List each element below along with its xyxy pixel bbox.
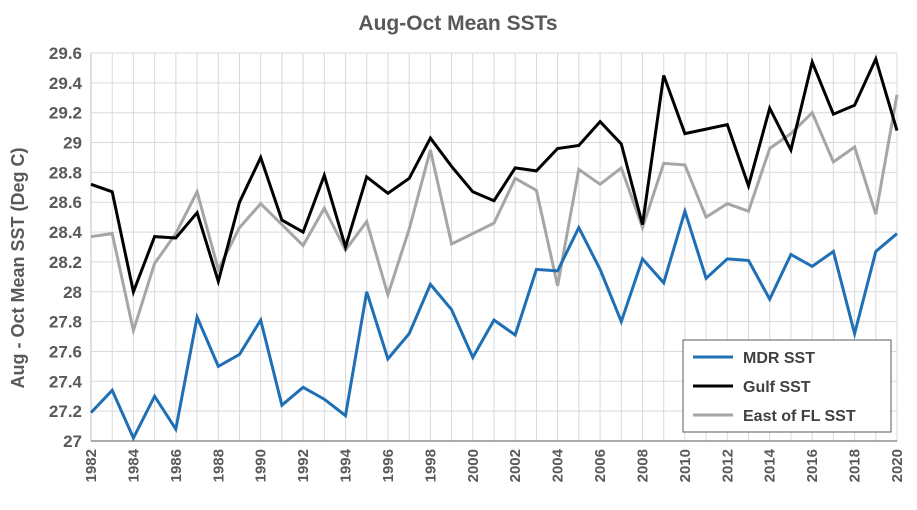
x-tick-label: 2020	[889, 449, 906, 482]
y-axis-label: Aug - Oct Mean SST (Deg C)	[8, 147, 28, 388]
x-tick-label: 2008	[634, 449, 651, 482]
x-tick-label: 2010	[677, 449, 694, 482]
y-tick-label: 28.4	[49, 223, 83, 242]
series-lines	[89, 54, 899, 442]
y-tick-label: 29	[63, 134, 82, 153]
chart-title: Aug-Oct Mean SSTs	[358, 12, 557, 35]
legend: MDR SST Gulf SST East of FL SST	[682, 339, 892, 433]
y-tick-labels: 27 27.2 27.4 27.6 27.8 28 28.2 28.4 28.6 28.8 29 29…	[49, 44, 83, 451]
y-tick-label: 27.6	[49, 342, 82, 361]
y-tick-label: 28.6	[49, 193, 82, 212]
series-line-mdr-sst	[89, 206, 898, 442]
y-tick-label: 29.2	[49, 104, 82, 123]
x-tick-label: 1982	[83, 449, 100, 482]
x-tick-label: 1986	[168, 449, 185, 482]
x-tick-label: 1984	[125, 448, 142, 482]
x-tick-label: 2002	[507, 449, 524, 482]
series-line-gulf-sst	[90, 54, 899, 298]
x-tick-label: 1994	[338, 448, 355, 482]
x-tick-label: 2012	[719, 449, 736, 482]
y-tick-label: 28.8	[49, 163, 82, 182]
x-tick-label: 1996	[380, 449, 397, 482]
x-tick-label: 1988	[210, 449, 227, 482]
x-tick-label: 2006	[592, 449, 609, 482]
legend-label: MDR SST	[743, 350, 815, 367]
x-tick-label: 2014	[762, 448, 779, 482]
legend-label: East of FL SST	[743, 408, 856, 425]
y-tick-label: 28.2	[49, 253, 82, 272]
y-tick-label: 29.4	[49, 74, 83, 93]
y-tick-label: 28	[63, 283, 82, 302]
y-tick-label: 27.2	[49, 402, 82, 421]
y-tick-label: 27.8	[49, 313, 82, 332]
x-tick-label: 1990	[253, 449, 270, 482]
y-tick-label: 29.6	[49, 44, 82, 63]
x-tick-label: 1998	[422, 449, 439, 482]
x-tick-label: 2016	[804, 449, 821, 482]
x-tick-labels: 1982 1984 1986 1988 1990 1992 1994 1996 1998 2000…	[83, 448, 906, 482]
x-tick-label: 2018	[847, 449, 864, 482]
x-tick-label: 2000	[465, 449, 482, 482]
axes	[90, 53, 897, 442]
y-tick-label: 27	[63, 432, 82, 451]
x-tick-label: 1992	[295, 449, 312, 482]
legend-label: Gulf SST	[743, 379, 811, 396]
x-tick-label: 2004	[550, 448, 567, 482]
y-tick-label: 27.4	[49, 372, 83, 391]
